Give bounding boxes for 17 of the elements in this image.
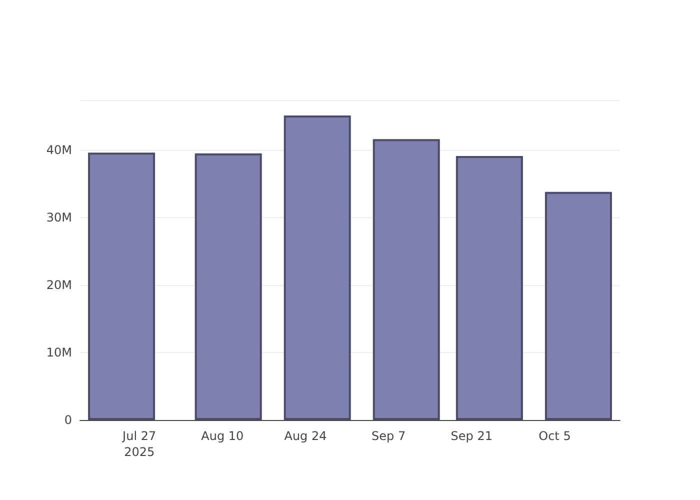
y-tick-label: 10M [46, 345, 72, 360]
x-tick-label: Jul 27 2025 [122, 429, 156, 459]
x-tick-label: Oct 5 [538, 429, 571, 443]
y-tick-label: 30M [46, 210, 72, 224]
bar [194, 153, 262, 420]
x-tick-label: Sep 21 [450, 429, 492, 443]
x-tick-label: Aug 10 [201, 429, 244, 443]
bar [544, 192, 612, 420]
x-tick-label: Sep 7 [372, 429, 406, 443]
bar [88, 152, 156, 420]
y-tick-label: 0 [64, 413, 72, 427]
bar [284, 116, 351, 420]
y-tick-label: 40M [46, 142, 72, 157]
x-tick-label: Aug 24 [284, 429, 327, 443]
y-tick-label: 20M [46, 278, 72, 292]
bar [372, 139, 440, 420]
bar [456, 156, 523, 420]
